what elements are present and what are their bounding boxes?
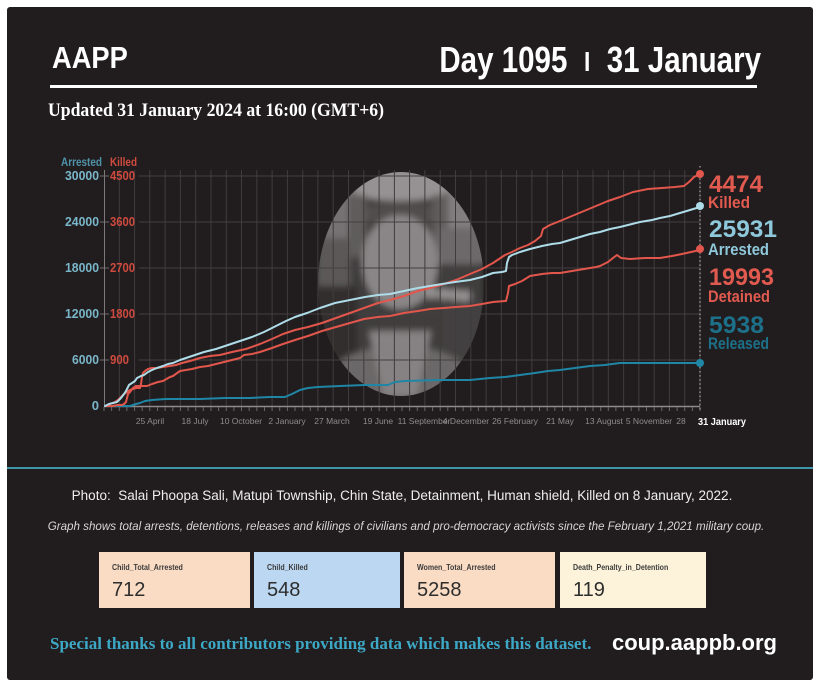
svg-text:6000: 6000: [72, 352, 99, 367]
svg-text:21 May: 21 May: [546, 416, 575, 426]
svg-text:4 December: 4 December: [443, 416, 489, 426]
svg-text:24000: 24000: [65, 214, 99, 229]
svg-text:13 August: 13 August: [585, 416, 623, 426]
svg-text:4500: 4500: [110, 169, 135, 183]
svg-text:19 June: 19 June: [363, 416, 394, 426]
svg-text:2 January: 2 January: [268, 416, 306, 426]
svg-text:18000: 18000: [65, 260, 99, 275]
svg-text:3600: 3600: [110, 215, 135, 229]
svg-text:25 April: 25 April: [136, 416, 164, 426]
svg-text:Killed: Killed: [110, 157, 137, 169]
svg-text:31 January: 31 January: [698, 417, 746, 428]
svg-text:2700: 2700: [110, 261, 135, 275]
svg-text:4474: 4474: [709, 171, 764, 198]
svg-text:5938: 5938: [709, 312, 764, 339]
svg-text:18 July: 18 July: [182, 416, 210, 426]
svg-text:5 November: 5 November: [626, 416, 672, 426]
svg-text:11 September: 11 September: [398, 416, 451, 426]
svg-text:Arrested: Arrested: [61, 157, 102, 169]
svg-text:12000: 12000: [65, 306, 99, 321]
svg-text:Arrested: Arrested: [708, 240, 769, 259]
svg-text:10 October: 10 October: [220, 416, 262, 426]
svg-text:900: 900: [110, 353, 129, 367]
svg-text:28: 28: [676, 416, 686, 426]
svg-text:30000: 30000: [65, 168, 99, 183]
svg-text:Killed: Killed: [708, 193, 750, 212]
svg-text:26 February: 26 February: [492, 416, 539, 426]
svg-text:0: 0: [92, 398, 99, 413]
svg-text:25931: 25931: [709, 216, 777, 243]
svg-text:Released: Released: [708, 334, 769, 353]
svg-text:19993: 19993: [709, 264, 774, 291]
svg-text:27 March: 27 March: [314, 416, 350, 426]
svg-text:1800: 1800: [110, 307, 135, 321]
svg-text:Detained: Detained: [708, 287, 770, 306]
